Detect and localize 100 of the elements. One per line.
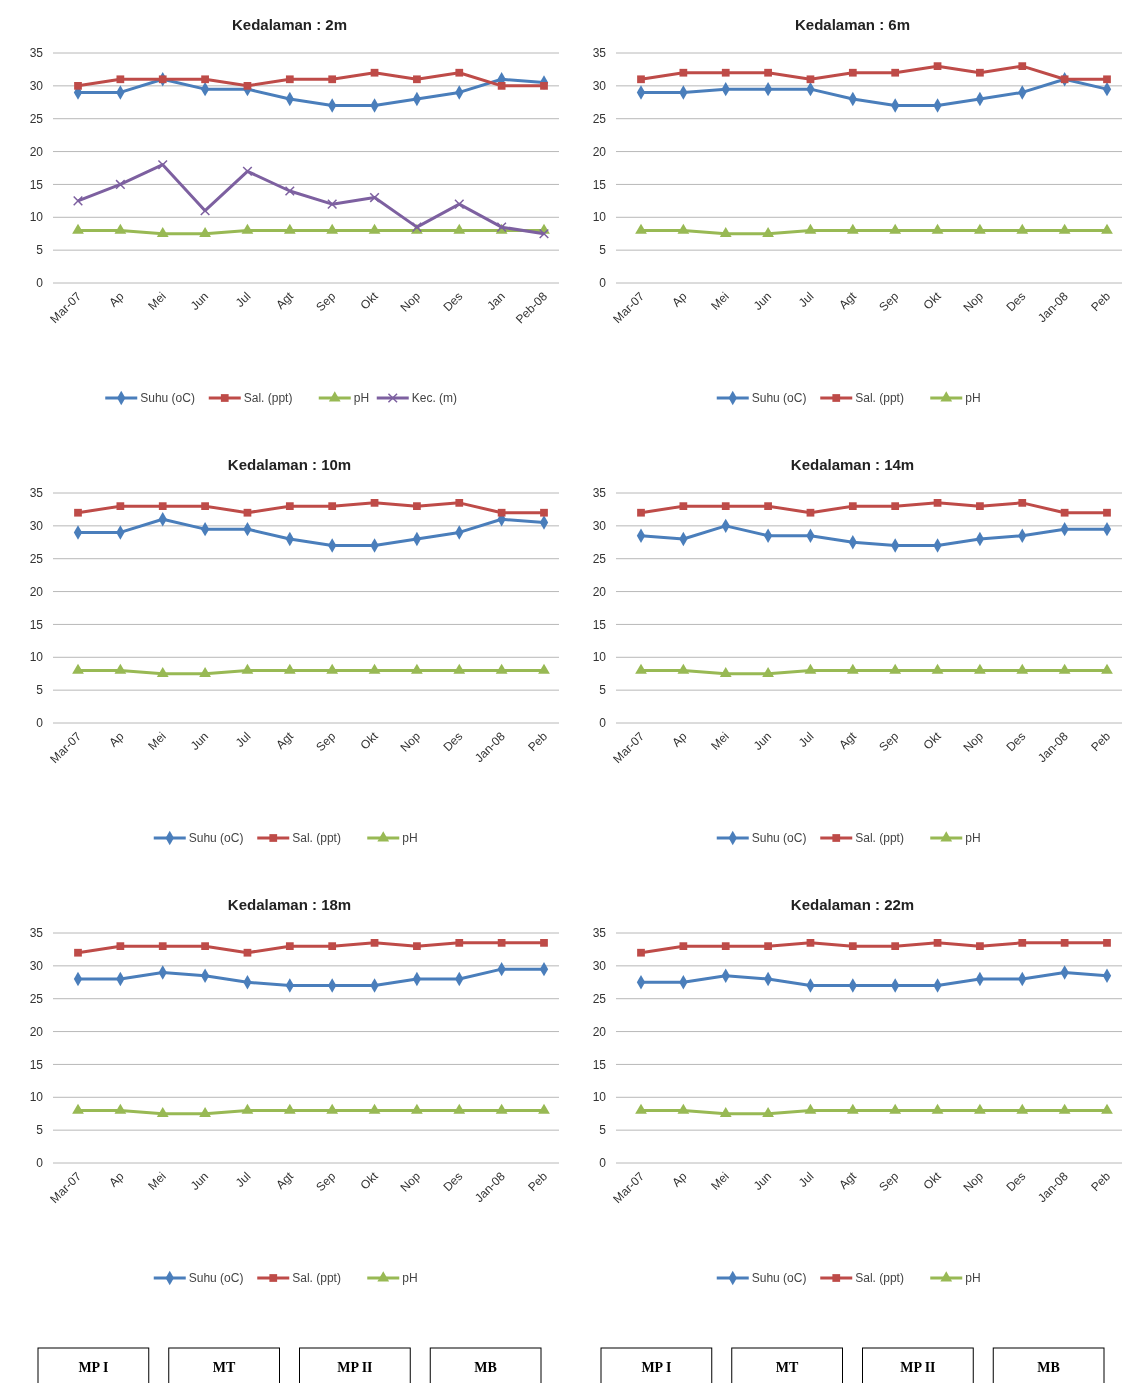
point bbox=[116, 75, 125, 84]
point bbox=[764, 502, 772, 511]
legend-label: pH bbox=[402, 831, 418, 846]
text: MB bbox=[1037, 1360, 1060, 1375]
y-tick-label: 0 bbox=[36, 276, 44, 291]
x-tick-label: Jun bbox=[187, 289, 212, 313]
x-tick-label: Sep bbox=[313, 289, 339, 315]
legend-label: pH bbox=[402, 1271, 418, 1286]
x-tick-label: Mei bbox=[708, 1169, 732, 1193]
point bbox=[1016, 1103, 1029, 1114]
point bbox=[114, 223, 127, 234]
point bbox=[326, 223, 339, 234]
point bbox=[370, 68, 379, 77]
point bbox=[974, 1103, 986, 1114]
point bbox=[157, 159, 168, 170]
point bbox=[764, 942, 772, 951]
y-tick-label: 15 bbox=[29, 177, 44, 192]
point bbox=[285, 502, 294, 511]
point bbox=[201, 502, 209, 511]
x-tick-label: Jul bbox=[232, 1169, 254, 1190]
point bbox=[677, 1103, 690, 1114]
x-tick-label: Sep bbox=[313, 1169, 339, 1195]
point bbox=[806, 75, 815, 84]
point bbox=[201, 942, 209, 951]
x-tick-label: Peb bbox=[525, 1169, 551, 1195]
point bbox=[199, 1106, 211, 1118]
point bbox=[242, 166, 253, 177]
point bbox=[719, 226, 732, 238]
legend-label: pH bbox=[353, 391, 370, 406]
x-tick-label: Mei bbox=[145, 289, 169, 313]
y-tick-label: 10 bbox=[29, 1090, 44, 1105]
point bbox=[283, 663, 296, 674]
x-tick-label: Okt bbox=[920, 1168, 945, 1193]
y-tick-label: 0 bbox=[36, 1156, 44, 1171]
x-tick-label: Des bbox=[1003, 729, 1029, 755]
point bbox=[497, 81, 506, 90]
point bbox=[74, 81, 82, 90]
point bbox=[1058, 1103, 1071, 1114]
point bbox=[370, 938, 379, 947]
point bbox=[804, 1103, 817, 1114]
point bbox=[1018, 938, 1027, 947]
point bbox=[413, 75, 421, 84]
y-tick-label: 25 bbox=[29, 111, 44, 126]
point bbox=[328, 942, 337, 951]
y-tick-label: 20 bbox=[592, 144, 607, 159]
y-tick-label: 5 bbox=[599, 683, 607, 698]
point bbox=[1101, 223, 1113, 234]
x-tick-label: Okt bbox=[357, 728, 382, 753]
point bbox=[1016, 223, 1029, 234]
y-tick-label: 30 bbox=[592, 959, 607, 974]
point bbox=[328, 75, 337, 84]
point bbox=[889, 223, 902, 234]
point bbox=[116, 942, 125, 951]
point bbox=[891, 68, 900, 77]
point bbox=[1060, 938, 1069, 947]
point bbox=[637, 75, 645, 84]
point bbox=[326, 663, 339, 674]
y-tick-label: 5 bbox=[599, 1123, 607, 1138]
y-tick-label: 10 bbox=[592, 650, 607, 665]
legend-label: Sal. (ppt) bbox=[292, 831, 341, 846]
point bbox=[455, 938, 464, 947]
point bbox=[156, 666, 169, 678]
point bbox=[677, 223, 690, 234]
y-tick-label: 10 bbox=[29, 650, 44, 665]
x-tick-label: Jun bbox=[750, 729, 775, 753]
chart-title: Kedalaman : 18m bbox=[227, 896, 352, 913]
y-tick-label: 10 bbox=[592, 210, 607, 225]
x-tick-label: Agt bbox=[836, 288, 860, 312]
point bbox=[158, 502, 167, 511]
y-tick-label: 20 bbox=[29, 584, 44, 599]
legend-label: pH bbox=[965, 1271, 981, 1286]
x-tick-label: Agt bbox=[836, 728, 860, 752]
legend-label: Sal. (ppt) bbox=[243, 391, 293, 406]
x-tick-label: Jan bbox=[484, 289, 508, 313]
y-tick-label: 25 bbox=[592, 991, 607, 1006]
y-tick-label: 10 bbox=[592, 1090, 607, 1105]
point bbox=[241, 663, 254, 674]
point bbox=[74, 948, 82, 957]
point bbox=[891, 502, 900, 511]
chart-title: Kedalaman : 22m bbox=[790, 896, 915, 913]
point bbox=[764, 68, 772, 77]
y-tick-label: 15 bbox=[29, 1057, 44, 1072]
x-tick-label: Jul bbox=[795, 289, 817, 310]
point bbox=[413, 502, 421, 511]
point bbox=[677, 663, 690, 674]
point bbox=[283, 1103, 296, 1114]
point bbox=[369, 192, 380, 203]
point bbox=[72, 663, 84, 674]
y-tick-label: 15 bbox=[592, 177, 607, 192]
point bbox=[243, 948, 252, 957]
x-tick-label: Des bbox=[1003, 1169, 1029, 1195]
chart-title: Kedalaman : 10m bbox=[227, 456, 352, 473]
point bbox=[933, 62, 942, 71]
point bbox=[326, 1103, 339, 1114]
y-tick-label: 5 bbox=[599, 243, 607, 258]
chart-title: Kedalaman : 14m bbox=[790, 456, 915, 473]
legend-label: Sal. (ppt) bbox=[855, 1271, 904, 1286]
point bbox=[158, 942, 167, 951]
legend-label: Kec. (m) bbox=[411, 391, 458, 406]
point bbox=[719, 666, 732, 678]
